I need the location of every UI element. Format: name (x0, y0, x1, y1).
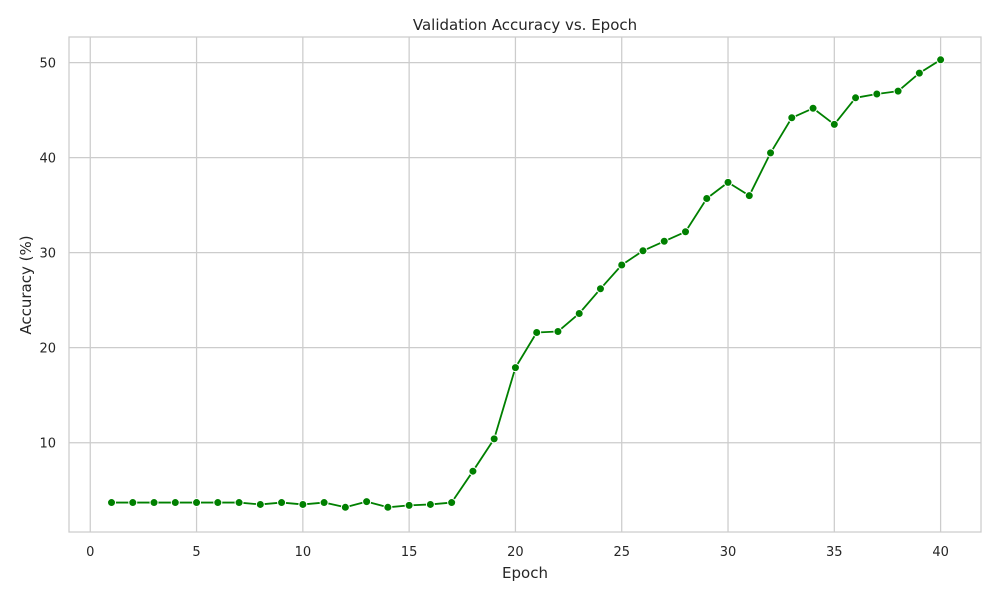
data-point (617, 260, 627, 270)
grid (69, 37, 981, 532)
y-tick-label: 50 (39, 57, 56, 72)
x-axis-label: Epoch (502, 564, 548, 582)
data-point (425, 499, 435, 509)
y-tick-label: 10 (39, 437, 56, 452)
data-point (107, 498, 117, 508)
data-point (489, 434, 499, 444)
x-tick-label: 35 (826, 545, 843, 560)
y-tick-label: 20 (39, 342, 56, 357)
data-point (787, 113, 797, 123)
data-point (192, 498, 202, 508)
data-point (404, 500, 414, 510)
plot-frame (68, 36, 982, 533)
x-tick-label: 20 (507, 545, 524, 560)
data-point (829, 119, 839, 129)
data-point (744, 191, 754, 201)
data-point (638, 246, 648, 256)
data-point (574, 308, 584, 318)
series-layer (107, 55, 946, 512)
x-tick-label: 40 (932, 545, 949, 560)
data-point (595, 284, 605, 294)
data-point (766, 148, 776, 158)
y-axis-ticks: 10 20 30 40 50 (39, 57, 56, 452)
data-point (340, 502, 350, 512)
x-tick-label: 0 (86, 545, 94, 560)
chart-title: Validation Accuracy vs. Epoch (413, 16, 637, 34)
x-tick-label: 10 (295, 545, 312, 560)
data-point (383, 502, 393, 512)
data-point (447, 498, 457, 508)
data-point (723, 177, 733, 187)
data-point (128, 498, 138, 508)
data-point (808, 103, 818, 113)
x-axis-ticks: 0 5 10 15 20 25 30 35 40 (86, 545, 949, 560)
data-point (298, 499, 308, 509)
data-point (510, 363, 520, 373)
y-axis-label: Accuracy (%) (17, 235, 35, 334)
data-point (277, 498, 287, 508)
data-point (532, 327, 542, 337)
data-point (234, 498, 244, 508)
data-point (851, 93, 861, 103)
data-point (468, 466, 478, 476)
data-point (872, 89, 882, 99)
x-tick-label: 5 (192, 545, 200, 560)
data-point (362, 497, 372, 507)
data-point (702, 194, 712, 204)
data-point (659, 236, 669, 246)
y-tick-label: 30 (39, 247, 56, 262)
data-point (319, 498, 329, 508)
data-point (170, 498, 180, 508)
data-point (914, 68, 924, 78)
data-point (149, 498, 159, 508)
x-tick-label: 30 (720, 545, 737, 560)
data-point (681, 227, 691, 237)
data-point (893, 86, 903, 96)
x-tick-label: 15 (401, 545, 418, 560)
data-point (213, 498, 223, 508)
data-point (553, 327, 563, 337)
x-tick-label: 25 (613, 545, 630, 560)
series-line (111, 59, 942, 509)
data-point (255, 499, 265, 509)
y-tick-label: 40 (39, 152, 56, 167)
data-point (936, 55, 946, 65)
